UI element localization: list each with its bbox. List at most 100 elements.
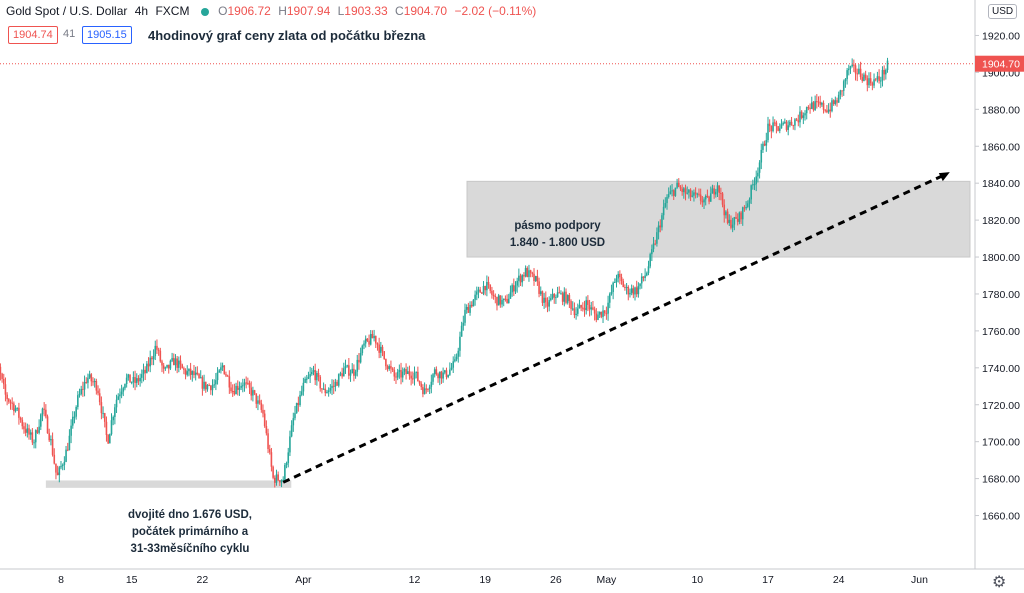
candle-body bbox=[481, 292, 483, 294]
candle-body bbox=[268, 449, 271, 453]
candle-body bbox=[162, 365, 165, 369]
candle-body bbox=[649, 254, 651, 267]
candle-body bbox=[225, 374, 227, 376]
candle-body bbox=[179, 360, 182, 365]
candle-body bbox=[319, 376, 322, 389]
candle-body bbox=[275, 474, 278, 483]
candle-body bbox=[14, 408, 17, 412]
settings-icon[interactable]: ⚙ bbox=[992, 574, 1007, 591]
candle-body bbox=[48, 433, 51, 441]
candle-body bbox=[90, 374, 93, 382]
candle-body bbox=[248, 382, 251, 388]
y-tick-label: 1800.00 bbox=[982, 252, 1020, 264]
candle-body bbox=[826, 110, 828, 113]
buy-price-button[interactable]: 1905.15 bbox=[82, 26, 132, 44]
candle-body bbox=[752, 184, 754, 186]
last-price-label: 1904.70 bbox=[982, 59, 1020, 71]
candle-body bbox=[238, 387, 241, 390]
candle-body bbox=[316, 373, 318, 381]
candle-body bbox=[810, 102, 813, 109]
candle-body bbox=[767, 123, 769, 140]
y-tick-label: 1660.00 bbox=[982, 511, 1020, 523]
candle-body bbox=[546, 302, 549, 307]
support-zone-label-line1: pásmo podpory bbox=[514, 220, 601, 232]
candle-body bbox=[841, 90, 843, 92]
candle-body bbox=[750, 185, 752, 200]
candle-body bbox=[169, 360, 172, 369]
x-tick-label: 19 bbox=[479, 574, 491, 586]
candle-body bbox=[536, 276, 539, 282]
candle-body bbox=[178, 360, 180, 368]
symbol-name[interactable]: Gold Spot / U.S. Dollar bbox=[6, 4, 128, 18]
candle-body bbox=[550, 298, 552, 301]
candle-body bbox=[267, 433, 269, 450]
candle-body bbox=[575, 313, 577, 316]
candle-body bbox=[814, 101, 816, 110]
candle-body bbox=[68, 435, 71, 451]
candle-body bbox=[563, 291, 566, 302]
candle-body bbox=[492, 294, 495, 297]
candle-body bbox=[220, 367, 222, 371]
candle-body bbox=[117, 396, 120, 400]
candle-body bbox=[504, 298, 507, 300]
x-tick-label: 8 bbox=[58, 574, 64, 586]
candle-body bbox=[28, 428, 30, 435]
candle-body bbox=[9, 401, 12, 403]
candle-body bbox=[735, 217, 737, 219]
candle-body bbox=[309, 374, 311, 377]
candle-body bbox=[23, 426, 25, 430]
candle-body bbox=[305, 378, 308, 380]
candle-body bbox=[26, 428, 29, 433]
candle-body bbox=[615, 278, 618, 283]
candle-body bbox=[417, 371, 419, 382]
candle-body bbox=[538, 281, 540, 294]
candle-body bbox=[193, 371, 195, 376]
candle-body bbox=[336, 381, 338, 386]
candle-body bbox=[475, 291, 478, 295]
candle-body bbox=[627, 286, 630, 295]
candle-body bbox=[603, 310, 606, 314]
candle-body bbox=[846, 70, 848, 80]
candle-body bbox=[747, 203, 749, 207]
candle-body bbox=[408, 371, 411, 376]
candle-body bbox=[795, 119, 798, 121]
candle-body bbox=[218, 370, 221, 373]
candle-body bbox=[787, 125, 789, 130]
candle-body bbox=[208, 385, 210, 387]
candle-body bbox=[45, 409, 47, 417]
candle-body bbox=[405, 368, 407, 375]
candle-body bbox=[886, 60, 889, 71]
candle-body bbox=[428, 386, 431, 390]
candle-body bbox=[704, 195, 707, 200]
candle-body bbox=[617, 273, 619, 279]
currency-button[interactable]: USD bbox=[988, 4, 1018, 19]
candle-body bbox=[566, 295, 569, 303]
candle-body bbox=[598, 311, 601, 315]
candle-body bbox=[770, 126, 773, 132]
candle-body bbox=[134, 377, 136, 384]
candle-body bbox=[809, 107, 811, 109]
candle-body bbox=[294, 413, 296, 419]
candle-body bbox=[455, 356, 458, 360]
candle-body bbox=[696, 193, 699, 195]
candle-body bbox=[487, 282, 490, 285]
candle-body bbox=[40, 414, 42, 427]
x-tick-label: 24 bbox=[833, 574, 845, 586]
candle-body bbox=[640, 276, 643, 284]
interval[interactable]: 4h bbox=[134, 4, 149, 18]
candle-body bbox=[642, 276, 645, 278]
sell-price-button[interactable]: 1904.74 bbox=[8, 26, 58, 44]
candle-body bbox=[337, 374, 340, 386]
candle-body bbox=[620, 277, 623, 282]
candle-body bbox=[396, 371, 399, 378]
y-tick-label: 1820.00 bbox=[982, 215, 1020, 227]
candle-body bbox=[679, 187, 682, 189]
candle-body bbox=[553, 294, 556, 298]
candle-body bbox=[236, 385, 239, 390]
candle-body bbox=[243, 382, 246, 386]
candle-body bbox=[548, 300, 550, 307]
candle-body bbox=[34, 430, 37, 443]
candle-body bbox=[753, 184, 756, 186]
candle-body bbox=[472, 299, 475, 307]
